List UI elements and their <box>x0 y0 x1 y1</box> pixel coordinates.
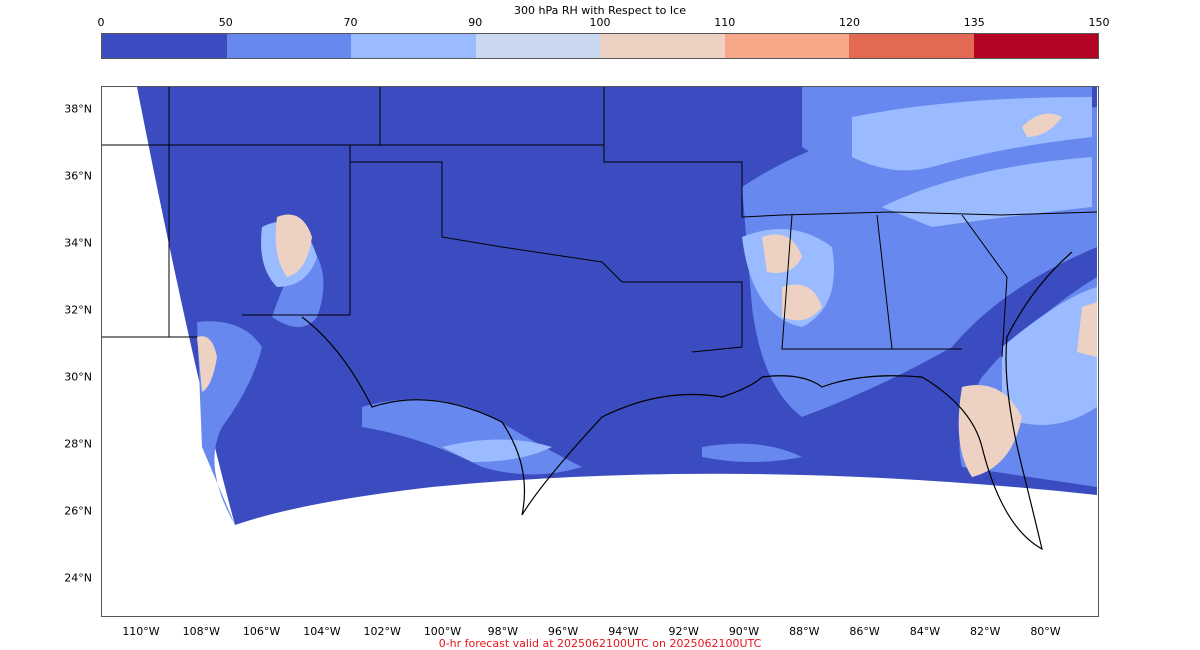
colorbar-swatch <box>226 34 351 58</box>
longitude-label: 98°W <box>487 625 518 638</box>
colorbar-swatch <box>724 34 849 58</box>
rh-100-110-areas <box>197 113 1097 477</box>
colorbar <box>101 33 1099 59</box>
colorbar-swatch <box>600 34 725 58</box>
colorbar-tick-label: 135 <box>963 16 985 29</box>
longitude-label: 106°W <box>242 625 281 638</box>
latitude-label: 30°N <box>64 370 92 384</box>
longitude-label: 94°W <box>608 625 639 638</box>
colorbar-swatch <box>973 34 1098 58</box>
latitude-label: 26°N <box>64 504 92 518</box>
longitude-label: 88°W <box>789 625 820 638</box>
longitude-label: 82°W <box>970 625 1001 638</box>
latitude-label: 24°N <box>64 571 92 585</box>
latitude-label: 38°N <box>64 102 92 116</box>
colorbar-swatch <box>351 34 476 58</box>
colorbar-tick-label: 50 <box>218 16 233 29</box>
colorbar-tick-label: 0 <box>97 16 105 29</box>
colorbar-swatch <box>849 34 974 58</box>
rh-map <box>102 87 1098 551</box>
colorbar-tick-label: 110 <box>714 16 736 29</box>
colorbar-tick-label: 90 <box>468 16 483 29</box>
longitude-label: 102°W <box>363 625 401 638</box>
latitude-label: 34°N <box>64 236 92 250</box>
longitude-label: 110°W <box>122 625 160 638</box>
colorbar-tick-label: 100 <box>589 16 611 29</box>
colorbar-tick-label: 70 <box>343 16 358 29</box>
colorbar-tick-label: 150 <box>1088 16 1110 29</box>
latitude-label: 32°N <box>64 303 92 317</box>
latitude-label: 28°N <box>64 437 92 451</box>
colorbar-tick-label: 120 <box>839 16 860 29</box>
longitude-label: 108°W <box>182 625 220 638</box>
longitude-label: 96°W <box>547 625 579 638</box>
longitude-label: 84°W <box>909 625 941 638</box>
forecast-caption: 0-hr forecast valid at 2025062100UTC on … <box>438 637 762 650</box>
colorbar-title: 300 hPa RH with Respect to Ice <box>514 4 686 17</box>
boundaries <box>102 87 1098 358</box>
longitude-label: 90°W <box>728 625 760 638</box>
longitude-label: 80°W <box>1030 625 1061 638</box>
longitude-label: 86°W <box>849 625 880 638</box>
longitude-label: 100°W <box>423 625 462 638</box>
colorbar-swatch <box>102 34 227 58</box>
latitude-label: 36°N <box>64 169 92 183</box>
coastline <box>301 251 1073 551</box>
longitude-label: 92°W <box>668 625 699 638</box>
colorbar-swatch <box>475 34 600 58</box>
map-panel <box>101 86 1099 617</box>
longitude-label: 104°W <box>303 625 341 638</box>
